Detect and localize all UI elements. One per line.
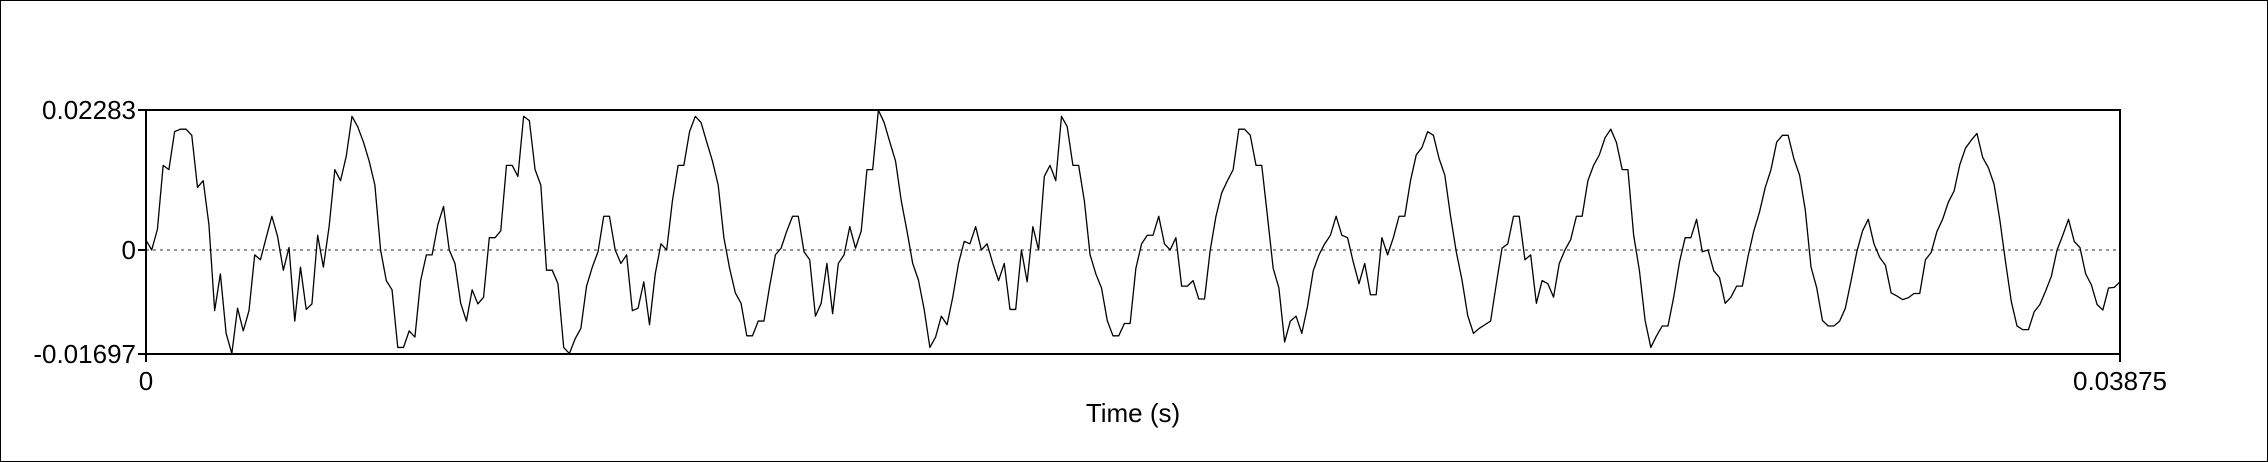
x-tick-label-end: 0.03875 <box>2073 366 2167 396</box>
plot-area <box>145 109 2121 355</box>
x-axis: 0 0.03875 Time (s) <box>139 354 2167 428</box>
y-tick-label-zero: 0 <box>122 235 136 265</box>
y-tick-label-max: 0.02283 <box>42 95 136 125</box>
y-axis: 0.02283 0 -0.01697 <box>33 95 146 369</box>
x-tick-label-start: 0 <box>139 366 153 396</box>
plot-border <box>145 109 2121 355</box>
x-axis-title: Time (s) <box>1086 398 1180 428</box>
waveform-series-line <box>145 109 2121 355</box>
y-tick-label-min: -0.01697 <box>33 339 136 369</box>
